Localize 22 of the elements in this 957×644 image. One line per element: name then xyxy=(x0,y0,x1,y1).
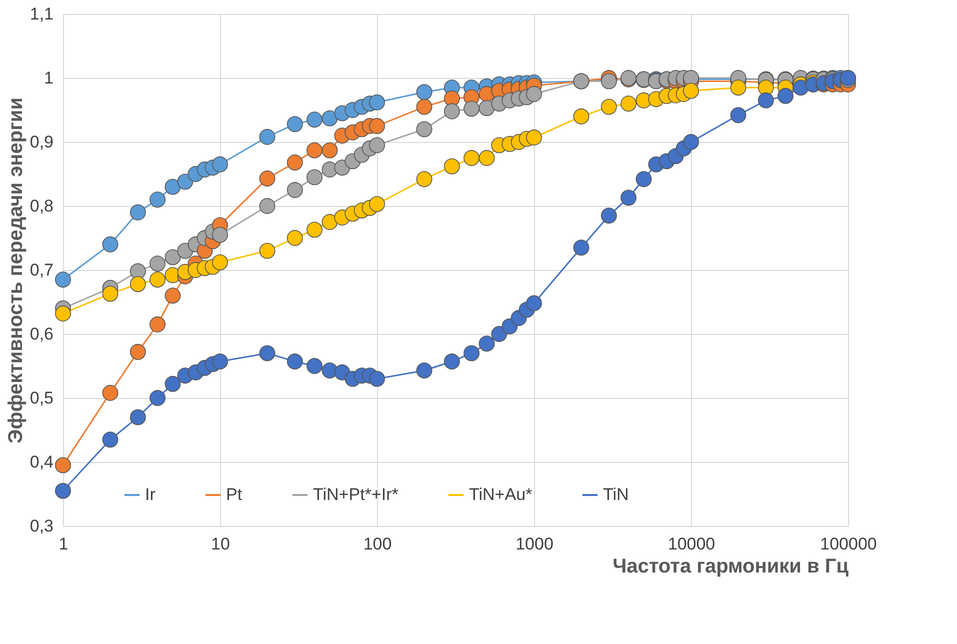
y-tick-label: 1,1 xyxy=(30,4,54,24)
legend-label: Ir xyxy=(145,485,156,504)
x-tick-label: 1 xyxy=(58,534,68,554)
y-tick-label: 0,3 xyxy=(30,516,54,536)
legend-label: Pt xyxy=(226,485,242,504)
x-tick-label: 100000 xyxy=(820,534,877,554)
legend-label: TiN xyxy=(603,485,629,504)
x-tick-label: 100 xyxy=(363,534,392,554)
y-tick-label: 0,7 xyxy=(30,260,54,280)
x-tick-label: 10 xyxy=(211,534,230,554)
y-tick-label: 0,5 xyxy=(30,388,54,408)
y-tick-label: 1 xyxy=(44,68,54,88)
x-tick-label: 1000 xyxy=(516,534,554,554)
y-tick-label: 0,8 xyxy=(30,196,54,216)
y-tick-label: 0,9 xyxy=(30,132,54,152)
x-tick-label: 10000 xyxy=(668,534,716,554)
y-axis-title: Эффективность передачи энергии xyxy=(4,98,27,444)
y-tick-label: 0,4 xyxy=(30,452,54,472)
legend-label: TiN+Pt*+Ir* xyxy=(313,485,399,504)
x-axis-title: Частота гармоники в Гц xyxy=(612,556,850,578)
y-tick-label: 0,6 xyxy=(30,324,54,344)
legend-label: TiN+Au* xyxy=(469,485,533,504)
